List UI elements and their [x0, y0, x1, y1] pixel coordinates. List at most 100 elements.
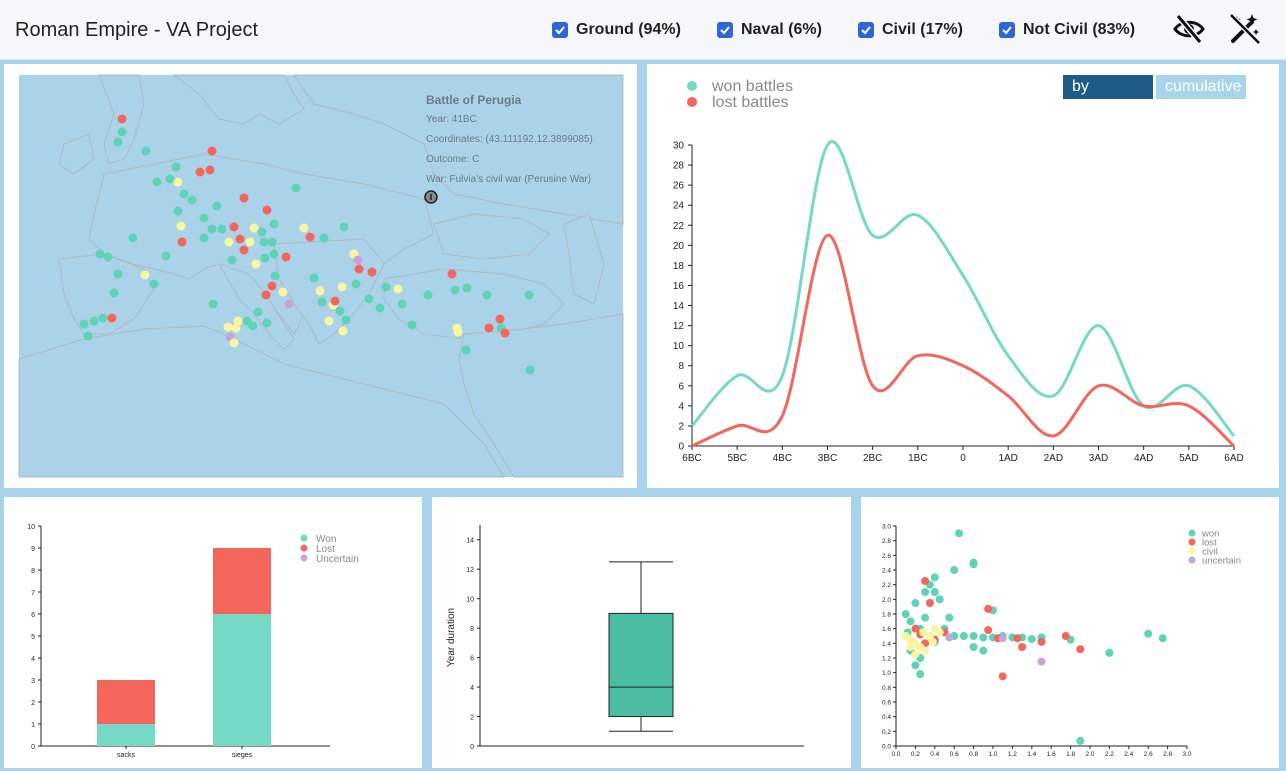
battle-marker[interactable] — [353, 255, 363, 265]
battle-marker[interactable] — [79, 319, 89, 329]
battle-marker[interactable] — [199, 233, 209, 243]
scatter-point-won[interactable] — [916, 670, 925, 679]
battle-markers[interactable] — [79, 114, 535, 375]
battle-marker[interactable] — [299, 223, 309, 233]
battle-marker[interactable] — [262, 318, 272, 328]
battle-marker[interactable] — [141, 146, 151, 156]
battle-marker[interactable] — [98, 313, 108, 323]
battle-marker[interactable] — [423, 290, 433, 300]
battle-marker[interactable] — [223, 322, 233, 332]
battle-marker[interactable] — [176, 221, 186, 231]
scatter-point-uncertain[interactable] — [1037, 657, 1046, 666]
battle-marker[interactable] — [117, 127, 127, 137]
battle-marker[interactable] — [251, 259, 261, 269]
battle-marker[interactable] — [113, 137, 123, 147]
battle-marker[interactable] — [249, 223, 259, 233]
battle-marker[interactable] — [207, 146, 217, 156]
battle-marker[interactable] — [341, 315, 351, 325]
battle-marker[interactable] — [524, 290, 534, 300]
box[interactable] — [608, 612, 674, 718]
battle-marker[interactable] — [229, 338, 239, 348]
battle-marker[interactable] — [447, 269, 457, 279]
scatter-point-won[interactable] — [969, 560, 978, 569]
scatter-point-won[interactable] — [911, 599, 920, 607]
battle-marker[interactable] — [484, 323, 494, 333]
battle-marker[interactable] — [291, 183, 301, 193]
battle-marker[interactable] — [453, 327, 463, 337]
battle-marker[interactable] — [393, 284, 403, 294]
battle-marker[interactable] — [235, 234, 245, 244]
battle-marker[interactable] — [284, 299, 294, 309]
battle-marker[interactable] — [324, 316, 334, 326]
battle-marker[interactable] — [173, 206, 183, 216]
battle-marker[interactable] — [257, 227, 267, 237]
battle-marker[interactable] — [103, 252, 113, 262]
battle-marker[interactable] — [281, 252, 291, 262]
battle-marker[interactable] — [173, 177, 183, 187]
scatter-point-lost[interactable] — [921, 577, 930, 585]
battle-marker[interactable] — [500, 328, 510, 338]
battle-marker[interactable] — [117, 114, 127, 124]
battle-marker[interactable] — [152, 177, 162, 187]
battle-marker[interactable] — [381, 282, 391, 292]
battle-marker[interactable] — [217, 224, 227, 234]
battle-marker[interactable] — [161, 251, 171, 261]
battle-marker[interactable] — [351, 279, 361, 289]
scatter-point-uncertain[interactable] — [998, 634, 1007, 643]
scatter-point-civil[interactable] — [921, 646, 930, 655]
scatter-point-lost[interactable] — [984, 626, 993, 635]
battle-marker[interactable] — [397, 299, 407, 309]
checkbox-naval[interactable] — [717, 22, 733, 38]
eye-slash-icon[interactable] — [1172, 12, 1206, 46]
battle-marker[interactable] — [242, 316, 252, 326]
battle-marker[interactable] — [450, 285, 460, 295]
filter-civil[interactable]: Civil (17%) — [858, 21, 963, 39]
battle-marker[interactable] — [364, 294, 374, 304]
scatter-point-won[interactable] — [945, 613, 954, 622]
battle-marker[interactable] — [335, 306, 345, 316]
map-svg[interactable] — [4, 64, 637, 488]
scatter-point-lost[interactable] — [1013, 634, 1022, 643]
scatter-point-uncertain[interactable] — [945, 633, 954, 642]
scatter-point-won[interactable] — [1144, 629, 1153, 638]
battle-marker[interactable] — [227, 255, 237, 265]
battle-marker[interactable] — [149, 279, 159, 289]
magic-wand-off-icon[interactable] — [1228, 12, 1262, 46]
series-line-won[interactable] — [690, 140, 1236, 437]
battle-marker[interactable] — [339, 222, 349, 232]
selected-marker[interactable] — [424, 190, 438, 204]
scatter-point-won[interactable] — [1076, 736, 1085, 745]
battle-marker[interactable] — [267, 237, 277, 247]
battle-marker[interactable] — [330, 296, 340, 306]
battle-marker[interactable] — [309, 273, 319, 283]
battle-marker[interactable] — [233, 316, 243, 326]
scatter-point-lost[interactable] — [1076, 645, 1085, 654]
scatter-point-lost[interactable] — [1018, 643, 1027, 651]
battle-marker[interactable] — [113, 269, 123, 279]
battle-marker[interactable] — [239, 245, 249, 255]
battle-marker[interactable] — [171, 162, 181, 172]
bar-sieges-lost[interactable] — [213, 548, 271, 614]
scatter-point-won[interactable] — [935, 595, 944, 604]
scatter-point-won[interactable] — [921, 588, 930, 596]
scatter-point-won[interactable] — [950, 566, 959, 574]
battle-marker[interactable] — [231, 323, 241, 333]
battle-marker[interactable] — [375, 303, 385, 313]
scatter-point-won[interactable] — [969, 632, 978, 640]
scatter-point-lost[interactable] — [998, 672, 1007, 681]
battle-marker[interactable] — [260, 253, 270, 263]
battle-marker[interactable] — [165, 174, 175, 184]
battle-marker[interactable] — [195, 167, 205, 177]
bar-sacks-won[interactable] — [97, 724, 155, 746]
scatter-point-won[interactable] — [1105, 648, 1114, 657]
battle-marker[interactable] — [354, 264, 364, 274]
battle-marker[interactable] — [462, 283, 472, 293]
bar-sieges-won[interactable] — [213, 614, 271, 746]
battle-marker[interactable] — [267, 281, 277, 291]
battle-marker[interactable] — [224, 237, 234, 247]
battle-marker[interactable] — [317, 297, 327, 307]
scatter-point-won[interactable] — [955, 529, 964, 538]
battle-marker[interactable] — [367, 267, 377, 277]
battle-marker[interactable] — [128, 233, 138, 243]
battle-marker[interactable] — [525, 365, 535, 375]
